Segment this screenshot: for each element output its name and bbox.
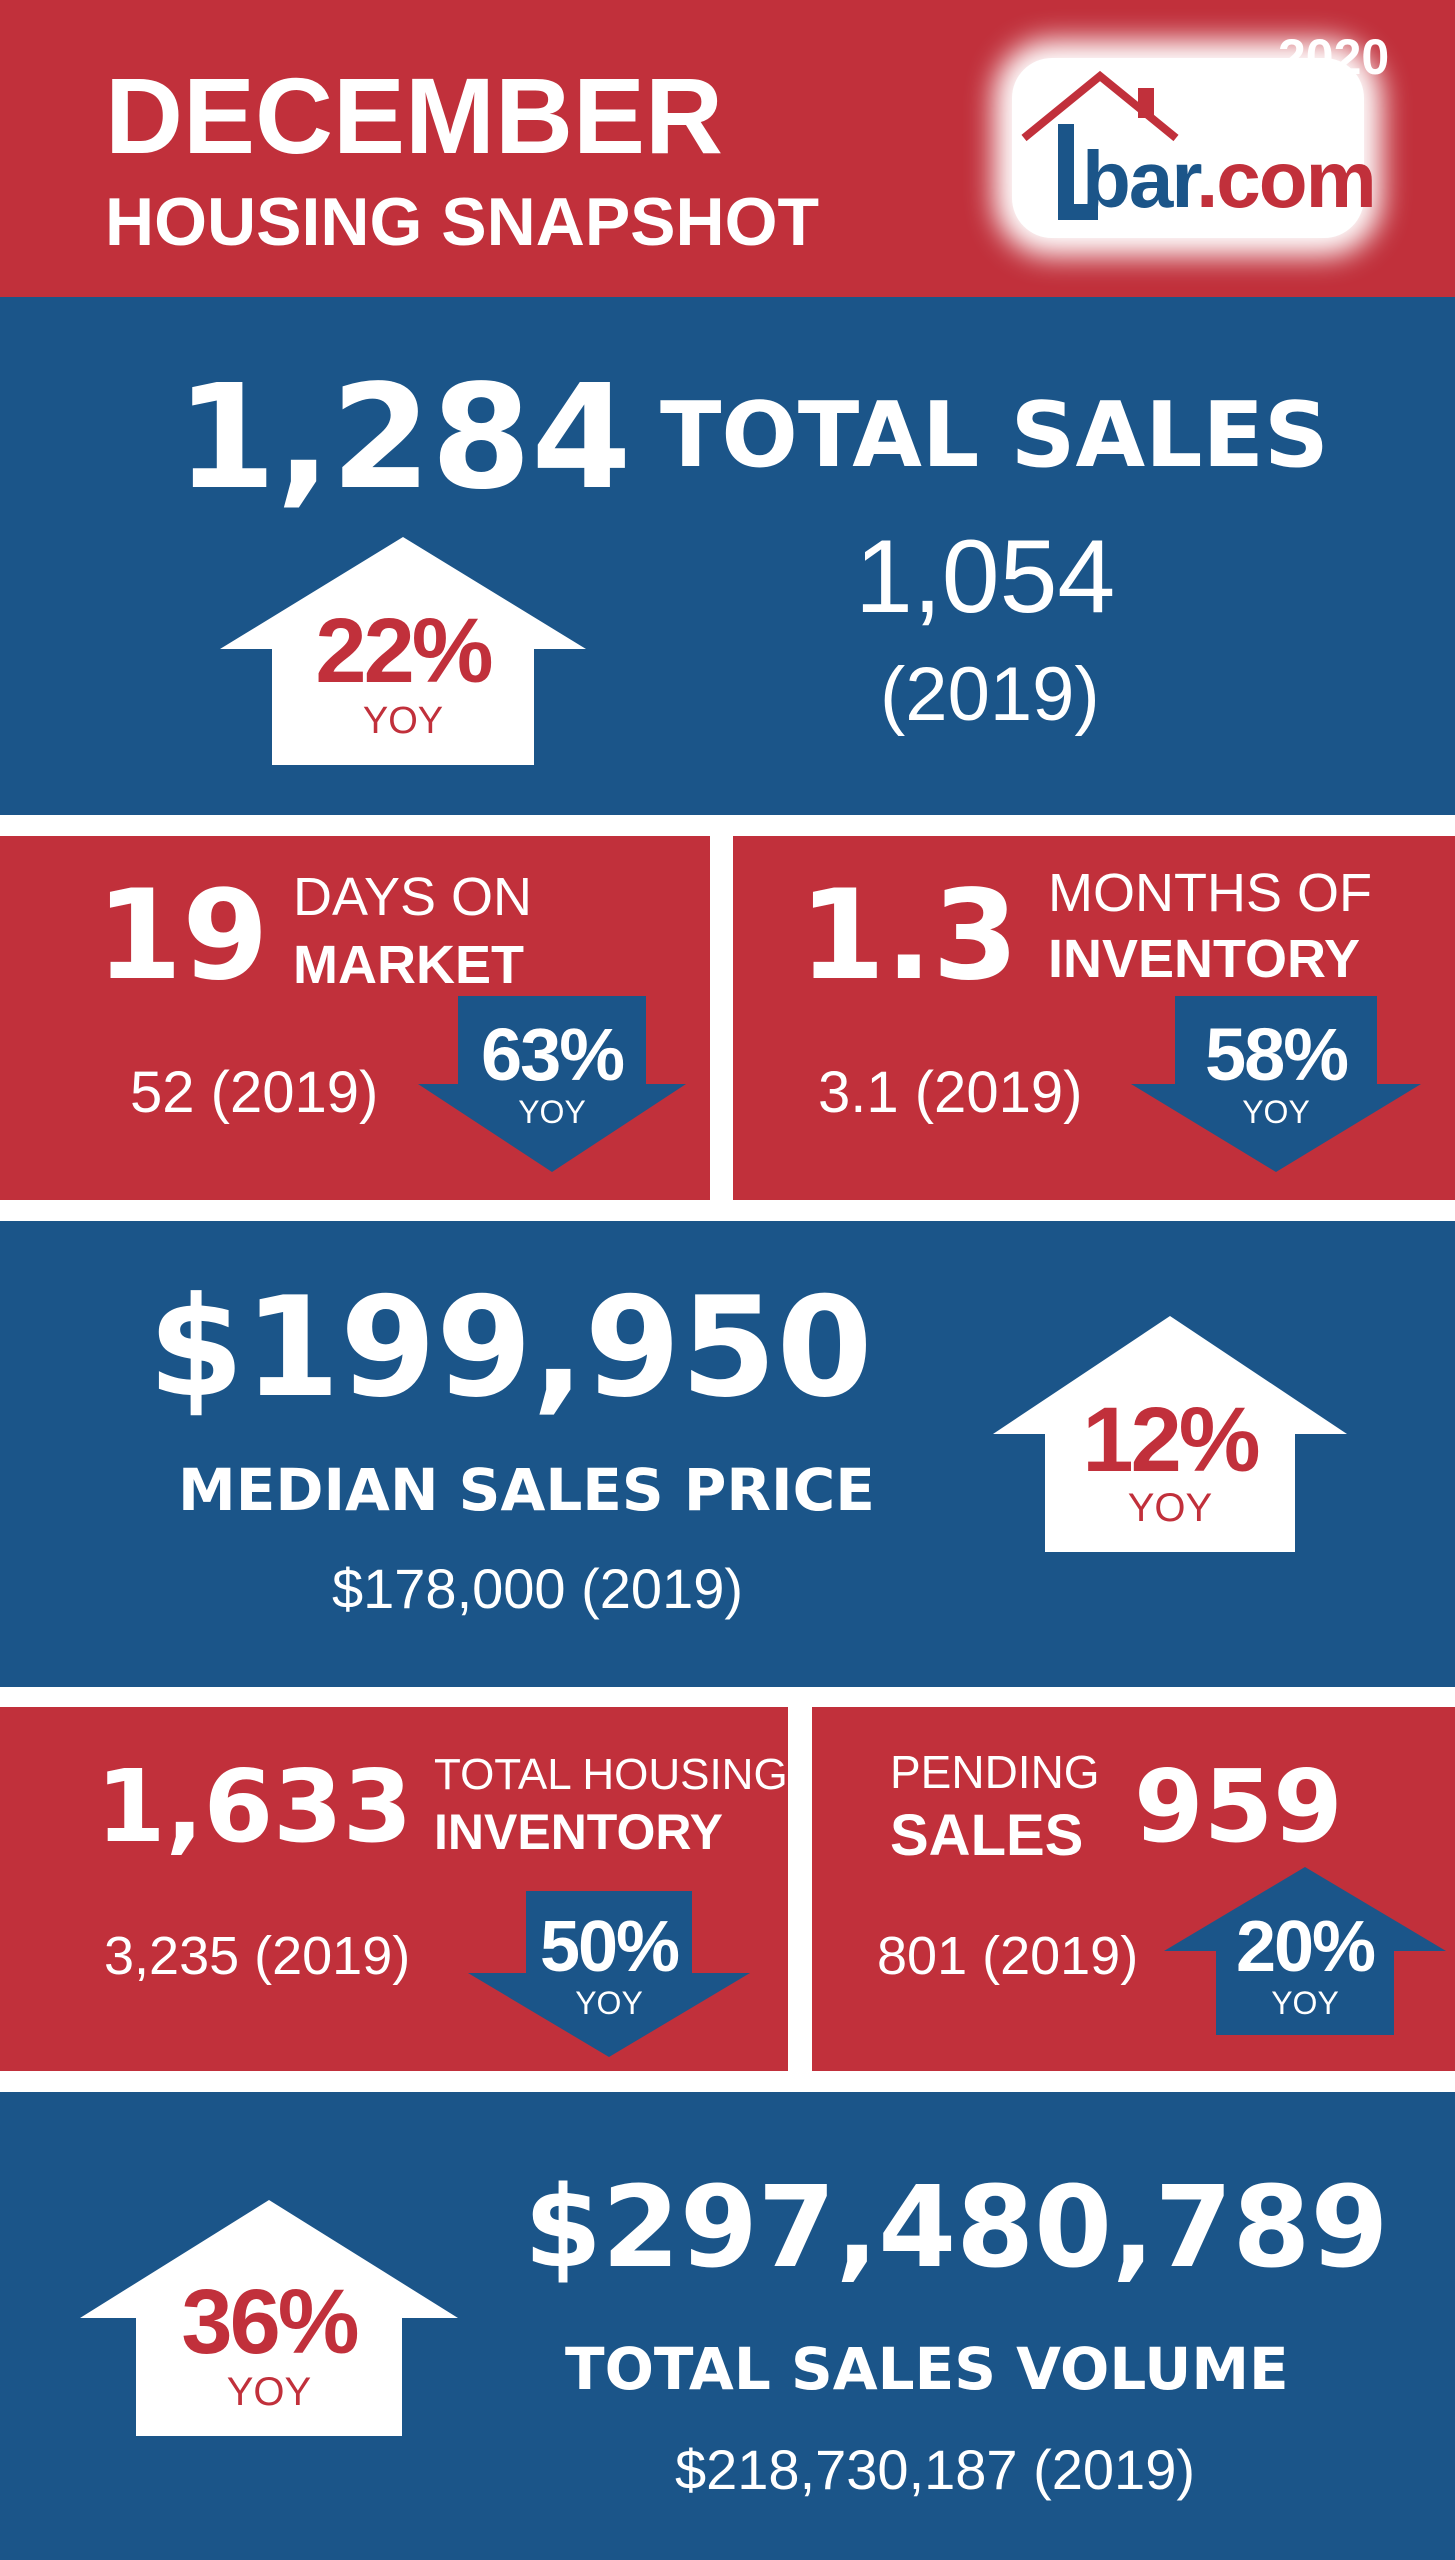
total-sales-value: 1,284 [176,353,632,521]
moi-value: 1.3 [799,864,1019,1008]
housing-inventory-change-pct: 50% [539,1907,680,1987]
dom-value: 19 [96,864,269,1008]
moi-label-line1: MONTHS OF [1048,863,1372,923]
median-price-value: $199,950 [148,1267,873,1428]
logo-text-com: .com [1196,135,1377,224]
up-arrow-icon [993,1316,1347,1552]
sales-volume-prior: $218,730,187 (2019) [675,2438,1195,2501]
moi-prior: 3.1 (2019) [818,1060,1083,1125]
dom-change-pct: 63% [480,1013,625,1096]
lbar-logo[interactable]: bar.com [1012,58,1377,238]
up-arrow-icon [1164,1867,1446,2035]
median-price-change-pct: 12% [1082,1389,1260,1491]
up-arrow-icon [220,537,586,765]
total-sales-prior-value: 1,054 [855,519,1116,635]
housing-inventory-label-line1: TOTAL HOUSING [434,1750,788,1799]
pending-sales-change-arrow: 20% YOY [1164,1867,1446,2035]
dom-label-line2: MARKET [293,935,524,995]
pending-sales-prior: 801 (2019) [877,1926,1139,1986]
pending-sales-panel: PENDING SALES 959 801 (2019) 20% YOY [812,1707,1455,2071]
header-banner: DECEMBER HOUSING SNAPSHOT 2020 bar.com [0,0,1455,297]
total-sales-change-arrow: 22% YOY [220,537,586,765]
sales-volume-value: $297,480,789 [524,2163,1389,2293]
dom-yoy: YOY [518,1094,586,1130]
housing-inventory-value: 1,633 [96,1748,413,1865]
housing-inventory-prior: 3,235 (2019) [104,1926,411,1986]
pending-sales-yoy: YOY [1271,1985,1339,2021]
housing-inventory-change-arrow: 50% YOY [468,1891,750,2057]
total-sales-prior-year: (2019) [880,652,1100,737]
down-arrow-icon [418,996,686,1172]
dom-label-line1: DAYS ON [293,867,533,927]
dom-change-arrow: 63% YOY [418,996,686,1172]
sales-volume-label: TOTAL SALES VOLUME [565,2335,1289,2403]
median-price-yoy: YOY [1127,1486,1213,1530]
total-sales-label: TOTAL SALES [660,383,1329,488]
pending-sales-value: 959 [1134,1748,1343,1865]
housing-inventory-label-line2: INVENTORY [434,1804,723,1860]
sales-volume-change-pct: 36% [181,2271,359,2373]
sales-volume-yoy: YOY [226,2370,312,2414]
pending-sales-label-line1: PENDING [890,1746,1100,1798]
median-price-label: MEDIAN SALES PRICE [178,1456,875,1524]
dom-prior: 52 (2019) [130,1060,379,1125]
total-sales-change-pct: 22% [315,600,493,702]
pending-sales-label-line2: SALES [890,1803,1084,1868]
down-arrow-icon [468,1891,750,2057]
page-title: DECEMBER [105,55,724,176]
moi-change-pct: 58% [1204,1013,1349,1096]
median-price-change-arrow: 12% YOY [993,1316,1347,1552]
housing-inventory-yoy: YOY [575,1985,643,2021]
sales-volume-change-arrow: 36% YOY [80,2200,458,2436]
up-arrow-icon [80,2200,458,2436]
page-subtitle: HOUSING SNAPSHOT [105,184,820,260]
median-price-prior: $178,000 (2019) [332,1557,744,1620]
moi-label-line2: INVENTORY [1048,929,1361,989]
house-logo-icon [1021,70,1179,220]
total-sales-yoy: YOY [362,700,444,742]
moi-yoy: YOY [1242,1094,1310,1130]
median-price-panel: $199,950 MEDIAN SALES PRICE $178,000 (20… [0,1221,1455,1687]
down-arrow-icon [1131,996,1421,1172]
total-sales-panel: 1,284 TOTAL SALES 1,054 (2019) 22% YOY [0,297,1455,815]
logo-text-bar: bar [1082,135,1198,224]
months-inventory-panel: 1.3 MONTHS OF INVENTORY 3.1 (2019) 58% Y… [733,836,1455,1200]
moi-change-arrow: 58% YOY [1131,996,1421,1172]
housing-inventory-panel: 1,633 TOTAL HOUSING INVENTORY 3,235 (201… [0,1707,788,2071]
sales-volume-panel: $297,480,789 TOTAL SALES VOLUME $218,730… [0,2092,1455,2560]
pending-sales-change-pct: 20% [1235,1907,1376,1987]
days-on-market-panel: 19 DAYS ON MARKET 52 (2019) 63% YOY [0,836,710,1200]
